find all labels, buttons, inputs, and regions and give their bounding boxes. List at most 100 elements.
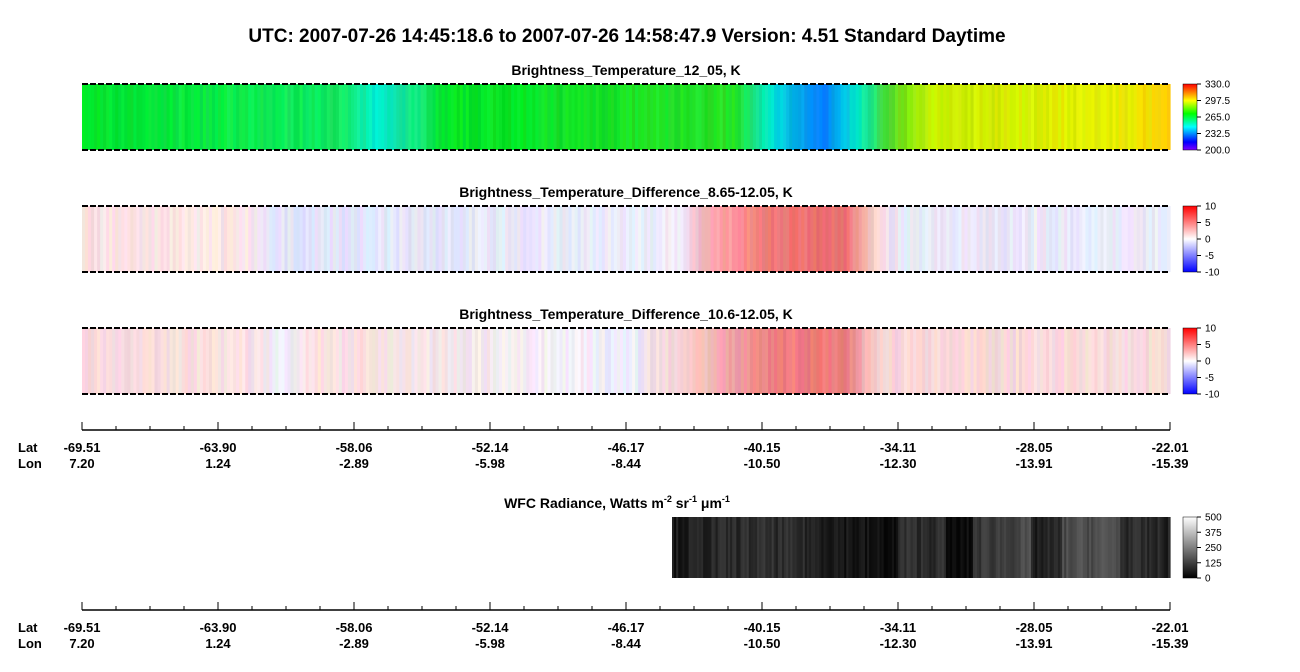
image-stripe (725, 328, 730, 394)
image-stripe (647, 206, 651, 272)
image-stripe (864, 328, 869, 394)
image-stripe (278, 328, 283, 394)
image-stripe (937, 328, 941, 394)
lat-value: -46.17 (608, 440, 645, 455)
image-stripe (716, 328, 721, 394)
lon-value: 1.24 (205, 636, 231, 651)
image-stripe (1157, 84, 1162, 150)
image-stripe (1154, 84, 1159, 150)
image-stripe (613, 84, 618, 150)
image-stripe (1049, 328, 1053, 394)
image-stripe (762, 206, 766, 272)
image-stripe (981, 517, 984, 578)
image-stripe (910, 84, 914, 150)
image-stripe (1068, 517, 1072, 578)
image-stripe (366, 84, 370, 150)
image-stripe (211, 328, 216, 394)
image-stripe (1151, 517, 1155, 578)
image-stripe (828, 328, 833, 394)
image-stripe (230, 84, 234, 150)
image-stripe (535, 328, 539, 394)
image-stripe (1067, 328, 1071, 394)
image-stripe (94, 328, 98, 394)
lat-value: -22.01 (1152, 440, 1189, 455)
image-stripe (1046, 328, 1050, 394)
image-stripe (940, 328, 944, 394)
image-stripe (586, 328, 591, 394)
image-stripe (269, 84, 273, 150)
image-stripe (423, 84, 428, 150)
image-stripe (423, 206, 428, 272)
image-stripe (363, 206, 367, 272)
image-stripe (1139, 328, 1144, 394)
image-stripe (1082, 206, 1086, 272)
image-stripe (287, 206, 292, 272)
image-stripe (299, 206, 304, 272)
image-stripe (970, 84, 975, 150)
image-stripe (891, 328, 896, 394)
image-stripe (1018, 206, 1023, 272)
image-stripe (242, 206, 246, 272)
title-part: WFC Radiance, Watts m (504, 495, 664, 511)
image-stripe (822, 84, 827, 150)
image-stripe (955, 328, 960, 394)
image-stripe (196, 328, 201, 394)
image-stripe (656, 206, 660, 272)
image-stripe (817, 517, 820, 578)
image-stripe (245, 328, 249, 394)
image-stripe (873, 84, 878, 150)
image-stripe (626, 328, 630, 394)
image-stripe (100, 84, 104, 150)
image-stripe (1120, 517, 1123, 578)
image-stripe (734, 206, 739, 272)
image-stripe (665, 206, 669, 272)
image-stripe (825, 84, 830, 150)
image-stripe (420, 328, 425, 394)
image-stripe (810, 84, 814, 150)
image-stripe (1166, 328, 1171, 394)
image-stripe (465, 206, 470, 272)
image-stripe (1153, 517, 1157, 578)
image-stripe (901, 84, 905, 150)
image-stripe (269, 328, 273, 394)
image-stripe (1121, 84, 1126, 150)
lat-value: -40.15 (744, 440, 781, 455)
image-stripe (650, 84, 654, 150)
image-stripe (831, 206, 836, 272)
image-stripe (1109, 328, 1114, 394)
image-stripe (338, 328, 343, 394)
image-stripe (344, 84, 349, 150)
image-stripe (1030, 206, 1035, 272)
image-stripe (357, 206, 361, 272)
image-stripe (876, 84, 881, 150)
image-stripe (723, 517, 727, 578)
image-stripe (511, 206, 515, 272)
image-stripe (601, 84, 606, 150)
image-stripe (1058, 328, 1062, 394)
image-stripe (1015, 206, 1020, 272)
image-stripe (1151, 206, 1156, 272)
image-stripe (426, 84, 431, 150)
image-stripe (254, 84, 258, 150)
lon-value: -8.44 (611, 636, 641, 651)
image-stripe (1040, 84, 1044, 150)
image-stripe (341, 328, 346, 394)
image-stripe (692, 517, 696, 578)
image-stripe (862, 517, 866, 578)
image-stripe (976, 206, 981, 272)
image-stripe (287, 328, 292, 394)
image-stripe (1134, 517, 1138, 578)
image-stripe (230, 328, 234, 394)
image-stripe (854, 517, 858, 578)
image-stripe (438, 328, 443, 394)
image-stripe (783, 328, 787, 394)
image-stripe (393, 84, 397, 150)
image-stripe (888, 206, 893, 272)
image-stripe (357, 84, 361, 150)
image-stripe (311, 84, 316, 150)
image-stripe (369, 84, 373, 150)
image-stripe (106, 328, 110, 394)
image-stripe (680, 206, 685, 272)
image-stripe (671, 206, 675, 272)
image-stripe (674, 328, 678, 394)
